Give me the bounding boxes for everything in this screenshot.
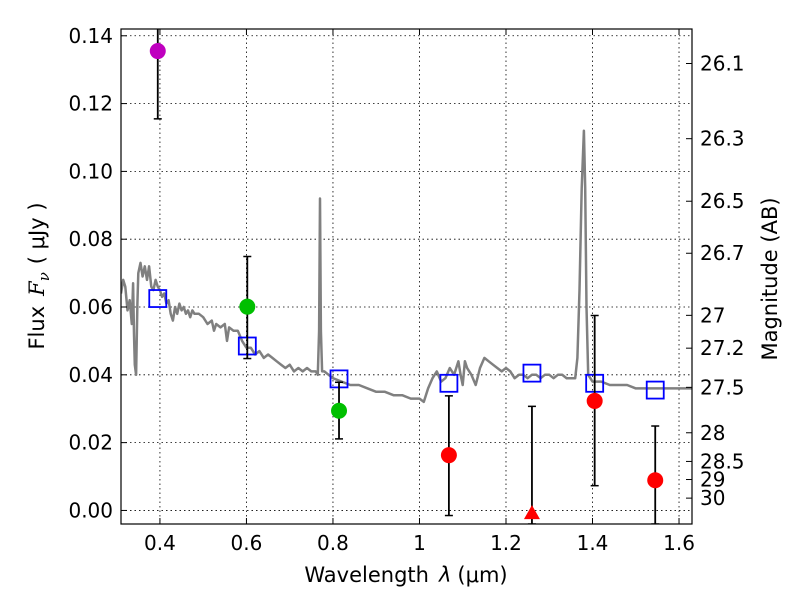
model-photometry-point	[148, 289, 168, 308]
y-tick-label: 0.00	[68, 498, 113, 522]
mag-tick-label: 26.1	[700, 51, 745, 75]
mag-tick-label: 27.5	[700, 375, 745, 399]
mag-tick-label: 26.5	[700, 189, 745, 213]
x-tick-label: 0.4	[144, 531, 176, 555]
mag-tick-label: 26.3	[700, 127, 745, 151]
observed-point	[331, 402, 348, 419]
y2-axis-label: Magnitude (AB)	[758, 197, 782, 360]
mag-tick-label: 30	[700, 486, 725, 510]
observed-point	[440, 447, 457, 464]
y-tick-label: 0.02	[68, 431, 113, 455]
axis-ticks: 0.4 0.6 0.8 1 1.2 1.4 1.6 0.00 0.02 0.04 0.06 0.08 0…	[68, 24, 744, 555]
plot-frame	[120, 28, 693, 525]
observed-point	[586, 392, 603, 409]
x-tick-label: 0.8	[317, 531, 349, 555]
model-photometry-point	[439, 373, 459, 393]
mag-tick-label: 29	[700, 468, 725, 492]
y-tick-label: 0.10	[68, 159, 113, 183]
observed-point	[239, 298, 256, 315]
mag-tick-label: 26.7	[700, 241, 745, 265]
y-tick-label: 0.12	[68, 92, 113, 116]
x-tick-label: 0.6	[231, 531, 263, 555]
x-tick-label: 1.4	[577, 531, 609, 555]
model-photometry-point	[645, 380, 665, 400]
mag-tick-label: 28	[700, 421, 725, 445]
observed-point	[149, 43, 166, 60]
y-tick-label: 0.06	[68, 295, 113, 319]
mag-tick-label: 27.2	[700, 336, 745, 360]
mag-tick-label: 27	[700, 303, 725, 327]
observed-point	[647, 472, 664, 489]
y-tick-label: 0.08	[68, 227, 113, 251]
x-tick-label: 1	[413, 531, 426, 555]
model-photometry-point	[522, 363, 542, 383]
x-tick-label: 1.6	[663, 531, 695, 555]
x-tick-label: 1.2	[490, 531, 522, 555]
x-axis-label: Wavelength λ (μm)	[304, 563, 507, 587]
upper-limit-point	[523, 505, 540, 520]
y-tick-label: 0.04	[68, 363, 113, 387]
y-axis-label: FluxFν( μJy )	[25, 202, 53, 349]
y-tick-label: 0.14	[68, 24, 113, 48]
plot-area	[121, 29, 692, 524]
mag-tick-label: 28.5	[700, 449, 745, 473]
